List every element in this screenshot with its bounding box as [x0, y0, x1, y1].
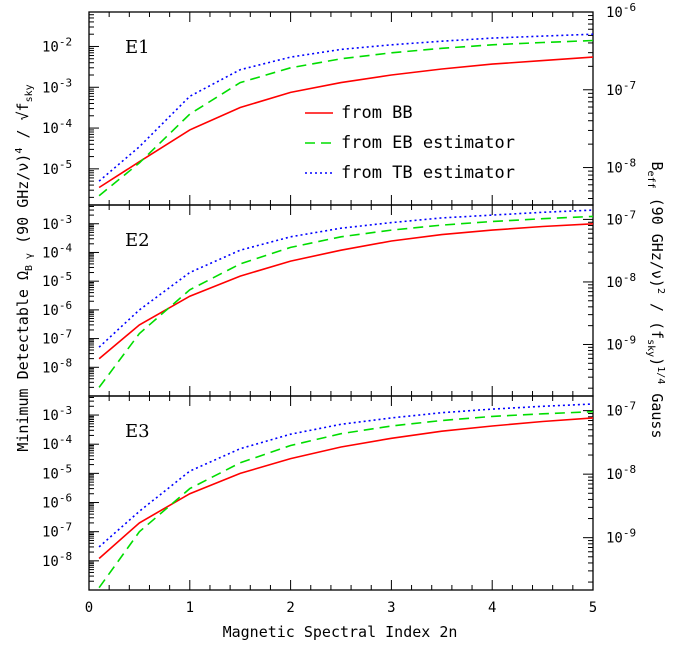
y2-tick-label: 10-8: [606, 271, 636, 291]
y-tick-label: 10-7: [42, 521, 72, 541]
panels-layer: 10-510-410-310-210-810-710-6E110-810-710…: [42, 1, 636, 616]
series-line-from-eb-estimator: [98, 39, 593, 197]
y-tick-label: 10-3: [42, 76, 72, 96]
y-tick-label: 10-8: [42, 550, 72, 570]
y2-axis-label: Beff (90 GHz/ν)2 / (fsky)1/4 Gauss: [645, 162, 666, 439]
series-line-from-eb-estimator: [98, 215, 593, 388]
y-tick-label: 10-5: [42, 462, 72, 482]
y-tick-label: 10-7: [42, 328, 72, 348]
x-tick-labels: 0 1 2 3 4 5: [85, 600, 597, 616]
series-line-from-eb-estimator: [98, 410, 593, 589]
y-tick-label: 10-3: [42, 213, 72, 233]
y2-tick-label: 10-7: [606, 79, 636, 99]
panel-label: E2: [125, 230, 150, 251]
x-tick-label: 3: [387, 600, 395, 616]
y-tick-label: 10-6: [42, 492, 72, 512]
series-line-from-bb: [98, 56, 593, 189]
panel-e1: 10-5 10-4 10-3 10-2 10-8 10-7 10-6 E1: [42, 1, 636, 206]
y-tick-label: 10-8: [42, 356, 72, 376]
series-line-from-tb-estimator: [98, 403, 593, 548]
y2-tick-label: 10-7: [606, 208, 636, 228]
x-axis-label: Magnetic Spectral Index 2n: [223, 623, 458, 641]
x-tick-label: 2: [286, 600, 294, 616]
panel-e2: 10-8 10-7 10-6 10-5 10-4 10-3 10-9 10-8 10-7 E2: [42, 204, 636, 397]
panel-label: E3: [125, 421, 150, 442]
legend: from BB from EB estimator from TB estimato…: [305, 103, 515, 183]
y2-tick-label: 10-9: [606, 527, 636, 547]
panel-e3: 10-8 10-7 10-6 10-5 10-4 10-3 10-9 10-8 10-7 E3: [42, 395, 636, 591]
y-tick-label: 10-5: [42, 270, 72, 290]
series-line-from-tb-estimator: [98, 33, 593, 182]
y-tick-label: 10-4: [42, 433, 72, 453]
y-tick-label: 10-4: [42, 117, 72, 137]
x-tick-label: 4: [488, 600, 496, 616]
y2-tick-label: 10-8: [606, 463, 636, 483]
x-tick-label: 0: [85, 600, 93, 616]
y-tick-label: 10-6: [42, 299, 72, 319]
y-tick-label: 10-2: [42, 35, 72, 55]
y2-tick-label: 10-7: [606, 400, 636, 420]
panel-frame: [88, 204, 594, 397]
series-line-from-bb: [98, 417, 593, 560]
legend-label: from BB: [341, 103, 413, 123]
y-tick-label: 10-3: [42, 404, 72, 424]
panel-label: E1: [125, 37, 150, 58]
y-tick-label: 10-5: [42, 158, 72, 178]
x-tick-label: 5: [589, 600, 597, 616]
y2-tick-label: 10-6: [606, 1, 636, 21]
y-axis-label: Minimum Detectable ΩB γ (90 GHz/ν)4 / √f…: [14, 84, 35, 451]
y2-tick-label: 10-8: [606, 157, 636, 177]
legend-label: from TB estimator: [341, 163, 515, 183]
series-line-from-tb-estimator: [98, 209, 593, 348]
series-line-from-bb: [98, 223, 593, 360]
y-tick-label: 10-4: [42, 241, 72, 261]
panel-frame: [88, 395, 594, 591]
x-tick-label: 1: [186, 600, 194, 616]
y2-tick-label: 10-9: [606, 333, 636, 353]
legend-label: from EB estimator: [341, 133, 515, 153]
